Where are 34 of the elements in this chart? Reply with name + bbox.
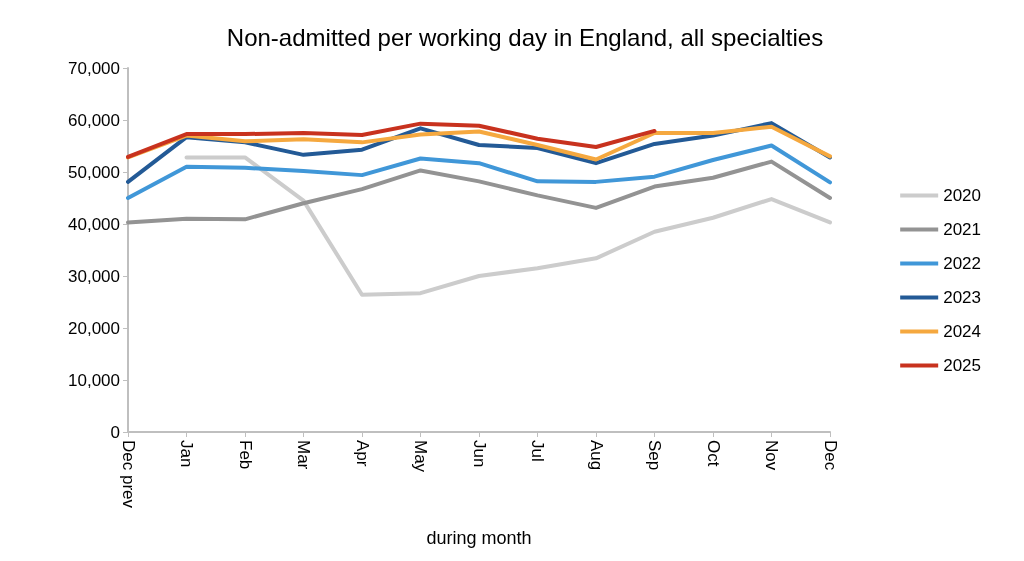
x-tick-label: May [411, 440, 430, 473]
y-tick-label: 50,000 [68, 162, 120, 182]
x-tick-label: Dec prev [118, 440, 138, 509]
line-series [126, 143, 832, 200]
y-tick-label: 0 [110, 422, 120, 442]
x-tick-label: Jan [177, 440, 196, 468]
y-tick-label: 20,000 [68, 318, 120, 338]
x-tick-label: Nov [762, 440, 781, 471]
x-axis-title: during month [426, 528, 532, 548]
x-tick-label: Apr [352, 440, 372, 467]
chart-title: Non-admitted per working day in England, all specialties [226, 23, 824, 51]
legend-label: 2024 [943, 322, 982, 341]
y-tick-label: 10,000 [68, 370, 120, 390]
x-tick-label: Oct [703, 440, 723, 467]
x-tick-label: Aug [586, 440, 606, 471]
legend-label: 2022 [943, 254, 982, 273]
x-tick-label: Sep [645, 440, 664, 471]
x-tick-label: Dec [820, 440, 840, 471]
x-tick-label: Mar [294, 440, 313, 470]
legend-label: 2025 [943, 356, 982, 375]
y-tick-label: 60,000 [68, 110, 120, 130]
y-tick-label: 40,000 [68, 214, 120, 234]
x-tick-label: Jul [528, 440, 547, 462]
legend-label: 2021 [943, 220, 982, 239]
x-tick-label: Feb [235, 440, 255, 470]
y-tick-label: 70,000 [68, 58, 120, 78]
legend-label: 2023 [943, 288, 982, 307]
x-tick-label: Jun [469, 440, 489, 468]
legend-label: 2020 [943, 186, 982, 205]
line-series [184, 155, 832, 297]
line-series [126, 159, 832, 225]
line-series [126, 121, 657, 159]
y-tick-label: 30,000 [68, 266, 120, 286]
line-series [126, 124, 832, 162]
